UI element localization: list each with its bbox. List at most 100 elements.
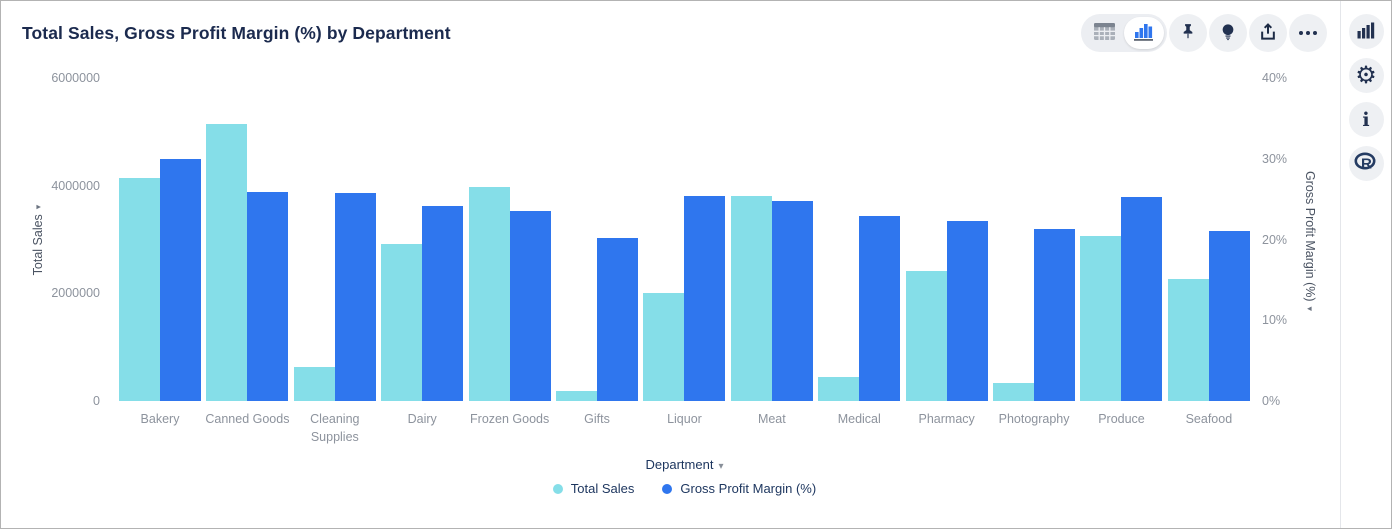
- bar-group: Canned Goods: [205, 78, 289, 426]
- bar-group: Photography: [993, 78, 1076, 426]
- view-toggle: [1081, 14, 1167, 52]
- gross-profit-margin-bar[interactable]: [422, 206, 464, 401]
- gross-profit-margin-bar[interactable]: [771, 200, 813, 401]
- category-label: Seafood: [1185, 412, 1233, 426]
- gross-profit-margin-bar[interactable]: [1034, 229, 1076, 401]
- rail-chart-button[interactable]: [1348, 14, 1384, 49]
- bar-group: Liquor: [643, 78, 726, 426]
- bar-group: Produce: [1080, 78, 1163, 426]
- x-axis-label: Department: [645, 457, 714, 472]
- category-label: Dairy: [407, 412, 437, 426]
- pin-button[interactable]: [1169, 14, 1207, 52]
- category-label: Produce: [1098, 412, 1145, 426]
- left-axis-ticks: 6000000 4000000 2000000 0: [1, 71, 100, 408]
- total-sales-bar[interactable]: [643, 293, 685, 401]
- left-axis-title-text: Total Sales: [31, 214, 45, 276]
- category-label: Gifts: [584, 412, 610, 426]
- share-icon: [1258, 22, 1278, 45]
- gross-profit-margin-bar[interactable]: [334, 192, 376, 401]
- chart-toolbar: [1081, 14, 1327, 52]
- bar-group: Cleaning Supplies: [293, 78, 376, 444]
- total-sales-bar[interactable]: [119, 177, 160, 401]
- bar-group: Meat: [730, 78, 813, 426]
- bar-group: Frozen Goods: [468, 78, 551, 426]
- more-button[interactable]: [1289, 14, 1327, 52]
- category-label: Liquor: [667, 412, 702, 426]
- x-axis-label-dropdown[interactable]: Department ▾: [119, 457, 1250, 472]
- legend-label: Gross Profit Margin (%): [680, 481, 817, 496]
- total-sales-bar[interactable]: [818, 376, 860, 401]
- axis-caret-icon: ▾: [1305, 306, 1316, 312]
- plot-area: Bakery Canned Goods Cleaning Supplies Dairy…: [119, 78, 1250, 444]
- axis-tick-label: 0%: [1262, 394, 1281, 408]
- r-logo-icon: R: [1354, 151, 1378, 176]
- total-sales-bar[interactable]: [730, 195, 772, 401]
- info-icon: i: [1362, 108, 1370, 131]
- bar-group: Bakery: [119, 78, 201, 426]
- chart-card: Total Sales, Gross Profit Margin (%) by …: [1, 1, 1340, 528]
- rail-settings-button[interactable]: ⚙: [1348, 58, 1384, 93]
- gross-profit-margin-bar[interactable]: [859, 216, 901, 401]
- total-sales-bar[interactable]: [905, 270, 947, 401]
- legend-item[interactable]: Gross Profit Margin (%): [662, 481, 816, 496]
- gross-profit-margin-bar[interactable]: [1208, 231, 1250, 401]
- right-axis-title: Gross Profit Margin (%) ▾: [1303, 171, 1317, 311]
- legend-dot-icon: [662, 483, 673, 494]
- total-sales-bar[interactable]: [1167, 278, 1209, 401]
- total-sales-bar[interactable]: [556, 391, 598, 401]
- axis-tick-label: 6000000: [51, 71, 100, 85]
- bar-group: Gifts: [556, 78, 639, 426]
- axis-tick-label: 0: [93, 394, 100, 408]
- svg-text:R: R: [1361, 156, 1372, 173]
- gross-profit-margin-bar[interactable]: [946, 220, 988, 401]
- legend-item[interactable]: Total Sales: [552, 481, 635, 496]
- category-label: Medical: [837, 412, 881, 426]
- left-axis-title: Total Sales ▾: [31, 205, 45, 276]
- gross-profit-margin-bar[interactable]: [597, 237, 639, 401]
- gross-profit-margin-bar[interactable]: [509, 211, 551, 401]
- pin-icon: [1178, 22, 1198, 45]
- category-label: Meat: [757, 412, 786, 426]
- gross-profit-margin-bar[interactable]: [1121, 196, 1163, 401]
- right-axis-ticks: 40% 30% 20% 10% 0%: [1262, 71, 1332, 408]
- total-sales-bar[interactable]: [468, 187, 510, 401]
- gear-icon: ⚙: [1355, 61, 1377, 89]
- gross-profit-margin-bar[interactable]: [247, 191, 289, 401]
- total-sales-bar[interactable]: [1080, 235, 1122, 401]
- right-axis-title-text: Gross Profit Margin (%): [1303, 170, 1317, 302]
- axis-tick-label: 40%: [1262, 71, 1288, 85]
- gross-profit-margin-bar[interactable]: [684, 195, 726, 401]
- lightbulb-icon: [1218, 22, 1238, 45]
- category-label: Pharmacy: [918, 412, 975, 426]
- bar-chart-icon: [1357, 22, 1375, 42]
- axis-caret-icon: ▾: [32, 204, 43, 210]
- total-sales-bar[interactable]: [993, 382, 1035, 401]
- table-view-button[interactable]: [1084, 17, 1124, 49]
- axis-tick-label: 4000000: [51, 178, 100, 193]
- legend-label: Total Sales: [570, 481, 635, 496]
- category-label: Photography: [998, 412, 1070, 426]
- table-icon: [1093, 23, 1115, 43]
- chart-title: Total Sales, Gross Profit Margin (%) by …: [22, 23, 451, 43]
- legend-dot-icon: [552, 483, 563, 494]
- category-label: Cleaning Supplies: [310, 412, 360, 445]
- chart-view-button[interactable]: [1124, 17, 1164, 49]
- axis-tick-label: 2000000: [51, 286, 100, 301]
- side-rail: ⚙ i R: [1340, 1, 1391, 528]
- category-label: Frozen Goods: [470, 412, 550, 426]
- gross-profit-margin-bar[interactable]: [160, 158, 201, 401]
- chart-legend: Total Sales Gross Profit Margin (%): [119, 481, 1250, 496]
- total-sales-bar[interactable]: [293, 366, 335, 401]
- total-sales-bar[interactable]: [381, 243, 423, 401]
- insights-button[interactable]: [1209, 14, 1247, 52]
- axis-tick-label: 20%: [1262, 232, 1288, 247]
- bar-group: Pharmacy: [905, 78, 988, 426]
- total-sales-bar[interactable]: [206, 123, 248, 401]
- rail-info-button[interactable]: i: [1348, 102, 1384, 137]
- bar-chart-icon: [1134, 22, 1154, 44]
- export-button[interactable]: [1249, 14, 1287, 52]
- bar-group: Dairy: [381, 78, 464, 426]
- rail-r-logo-button[interactable]: R: [1348, 146, 1384, 181]
- axis-tick-label: 30%: [1262, 151, 1288, 166]
